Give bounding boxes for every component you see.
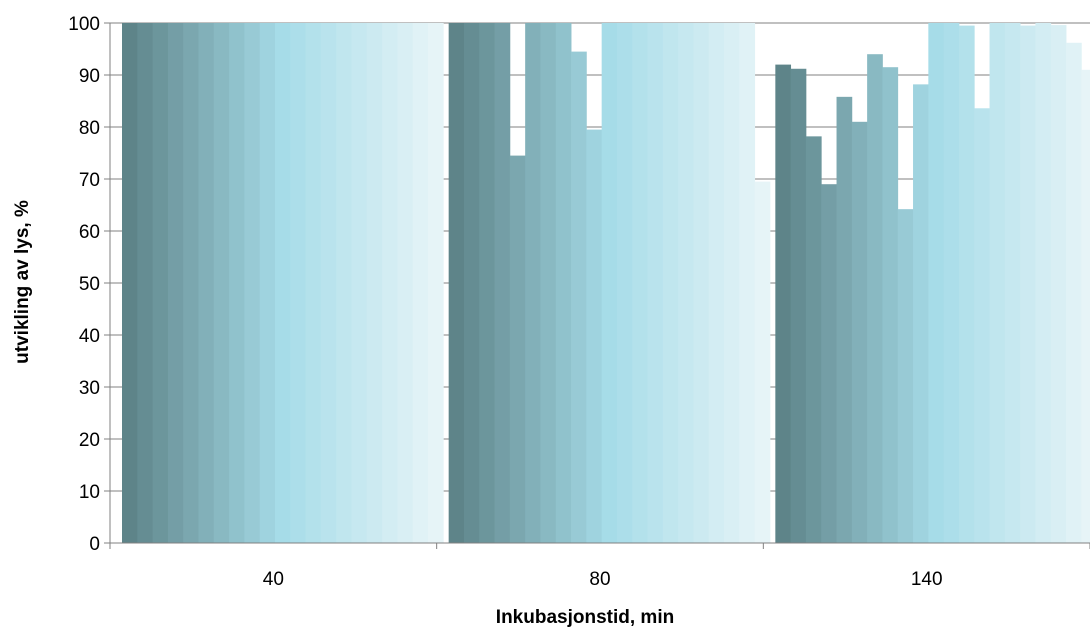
bar-80-18 [708, 23, 725, 543]
bar-140-13 [958, 25, 975, 544]
x-tick-label-40: 40 [263, 569, 284, 590]
x-tick-label-140: 140 [911, 569, 943, 590]
bar-140-7 [867, 54, 883, 543]
bar-140-2 [790, 68, 807, 543]
bar-40-2 [137, 23, 153, 543]
y-tick-label-10: 10 [79, 482, 100, 503]
bar-40-1 [122, 23, 138, 543]
bar-40-13 [305, 23, 322, 543]
bar-80-19 [724, 23, 740, 543]
bar-80-16 [678, 23, 694, 543]
bar-40-21 [428, 23, 444, 543]
bar-80-6 [525, 23, 541, 543]
bar-40-16 [351, 23, 368, 543]
bar-140-8 [882, 67, 899, 543]
y-tick-label-100: 100 [68, 14, 100, 35]
y-tick-label-50: 50 [79, 274, 100, 295]
y-tick-labels: 0 10 20 30 40 50 60 70 80 90 100 [68, 14, 100, 555]
bar-140-14 [974, 108, 990, 543]
bar-40-19 [397, 23, 414, 543]
bar-140-11 [928, 23, 945, 543]
bar-80-4 [494, 23, 511, 543]
y-tick-label-70: 70 [79, 170, 100, 191]
y-tick-label-80: 80 [79, 118, 100, 139]
bar-80-5 [509, 155, 526, 543]
bar-80-14 [647, 23, 664, 543]
bar-40-15 [336, 23, 352, 543]
bar-40-5 [183, 23, 199, 543]
bar-40-9 [244, 23, 261, 543]
x-axis-title: Inkubasjonstid, min [496, 607, 674, 628]
bar-40-8 [229, 23, 245, 543]
y-tick-label-30: 30 [79, 378, 100, 399]
bar-140-19 [1050, 25, 1067, 543]
bar-40-14 [320, 23, 337, 543]
bar-140-15 [989, 23, 1006, 543]
y-tick-label-0: 0 [89, 534, 100, 555]
bar-80-9 [571, 51, 587, 543]
bar-80-10 [586, 129, 603, 543]
y-axis-title: utvikling av lys, % [12, 200, 33, 364]
bar-140-18 [1035, 23, 1052, 543]
bar-40-10 [259, 23, 276, 543]
bar-140-5 [836, 96, 853, 543]
x-tick-labels: 40 80 140 [263, 569, 943, 590]
bar-40-11 [275, 23, 291, 543]
y-tick-label-40: 40 [79, 326, 100, 347]
bar-140-10 [913, 84, 929, 544]
bar-140-17 [1020, 25, 1036, 544]
bar-80-2 [463, 23, 480, 543]
bar-140-6 [851, 121, 868, 544]
bar-80-15 [662, 23, 679, 543]
bar-40-7 [213, 23, 230, 543]
y-tick-label-90: 90 [79, 66, 100, 87]
bar-40-12 [290, 23, 306, 543]
bar-80-7 [540, 23, 557, 543]
y-tick-label-60: 60 [79, 222, 100, 243]
bar-40-20 [412, 23, 429, 543]
bar-140-21 [1081, 69, 1090, 544]
bar-80-13 [632, 23, 648, 543]
bar-80-12 [616, 23, 633, 543]
x-tick-label-80: 80 [589, 569, 610, 590]
bar-80-17 [693, 23, 710, 543]
y-tick-label-20: 20 [79, 430, 100, 451]
bar-40-6 [198, 23, 215, 543]
bar-140-4 [821, 184, 837, 543]
bar-80-1 [448, 23, 465, 543]
bar-140-3 [805, 136, 822, 544]
bar-140-20 [1066, 42, 1082, 543]
bar-140-1 [775, 64, 792, 543]
axes [104, 22, 1090, 549]
bar-80-20 [739, 23, 756, 543]
bar-40-3 [152, 23, 169, 543]
bar-140-12 [943, 23, 960, 543]
bar-80-21 [754, 181, 771, 543]
bar-140-16 [1004, 23, 1021, 543]
bar-140-9 [897, 209, 914, 543]
bar-80-3 [479, 23, 495, 543]
bars [122, 23, 1090, 544]
bar-80-11 [601, 23, 618, 543]
bar-80-8 [555, 23, 572, 543]
bar-40-18 [382, 23, 398, 543]
bar-40-4 [167, 23, 184, 543]
bar-40-17 [366, 23, 383, 543]
